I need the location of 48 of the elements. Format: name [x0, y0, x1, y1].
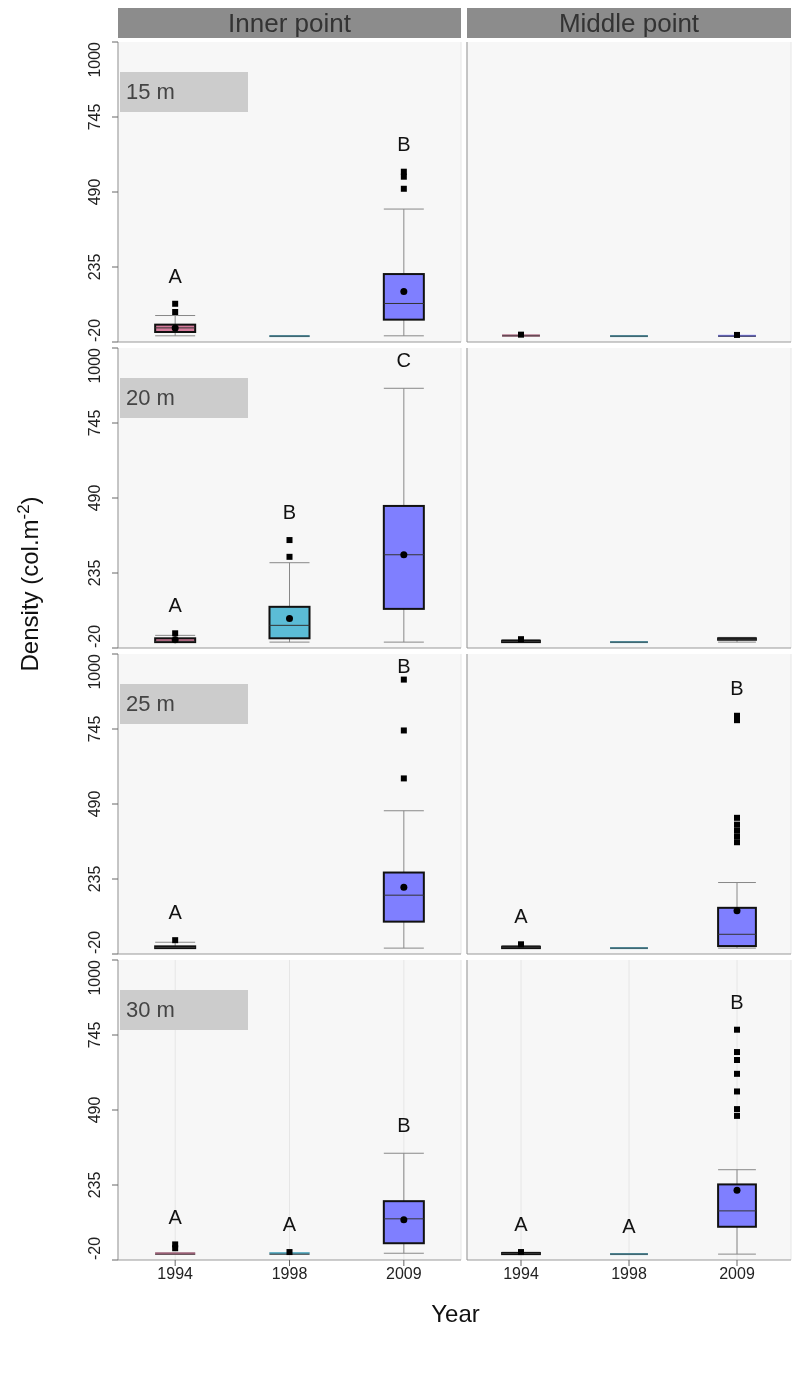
annotation: B	[730, 676, 744, 699]
y-tick-label: 745	[86, 103, 103, 131]
x-tick-label: 1998	[271, 1265, 308, 1283]
x-tick-label: 2009	[719, 1265, 755, 1283]
y-tick-label: 490	[86, 1096, 103, 1124]
y-tick-label: 1000	[86, 41, 103, 78]
annotation: B	[282, 501, 297, 524]
x-tick-label: 1998	[611, 1265, 647, 1283]
y-tick-label: 490	[86, 790, 103, 818]
y-tick-label: 235	[86, 253, 103, 281]
y-tick-label: 745	[86, 409, 103, 437]
annotation: A	[514, 1213, 529, 1236]
x-tick-label: 1994	[503, 1265, 539, 1283]
annotation: A	[622, 1214, 637, 1237]
y-tick-label: -20	[86, 930, 103, 954]
y-tick-label: 235	[86, 865, 103, 893]
annotation: A	[514, 905, 529, 928]
annotation: B	[730, 990, 744, 1013]
annotation: A	[168, 594, 183, 617]
annotation: B	[397, 655, 411, 678]
y-tick-label: 235	[86, 559, 103, 587]
annotation: B	[397, 132, 411, 155]
annotation: A	[168, 1205, 183, 1228]
y-tick-label: -20	[86, 1236, 103, 1260]
panel-label: 25 m	[120, 684, 248, 724]
chart-title: Middle point	[467, 8, 793, 38]
y-tick-label: 745	[86, 715, 103, 743]
annotation: B	[397, 1114, 411, 1137]
x-tick-label: 2009	[386, 1265, 422, 1283]
y-tick-label: 490	[86, 484, 103, 512]
y-tick-label: 490	[86, 178, 103, 206]
chart-title: Inner point	[118, 8, 463, 38]
annotation: A	[282, 1213, 297, 1236]
panel-label: 30 m	[120, 990, 248, 1030]
y-tick-label: -20	[86, 318, 103, 342]
panel-label: 15 m	[120, 72, 248, 112]
panel-label: 20 m	[120, 378, 248, 418]
y-tick-label: 1000	[86, 653, 103, 690]
y-tick-label: 235	[86, 1171, 103, 1199]
y-tick-label: 1000	[86, 347, 103, 384]
annotation: A	[168, 264, 183, 287]
y-tick-label: 745	[86, 1021, 103, 1049]
x-tick-label: 1994	[157, 1265, 194, 1283]
x-axis-title: Year	[430, 1300, 481, 1328]
annotation: C	[396, 349, 412, 372]
y-tick-label: -20	[86, 624, 103, 648]
y-tick-label: 1000	[86, 959, 103, 996]
annotation: A	[168, 901, 183, 924]
